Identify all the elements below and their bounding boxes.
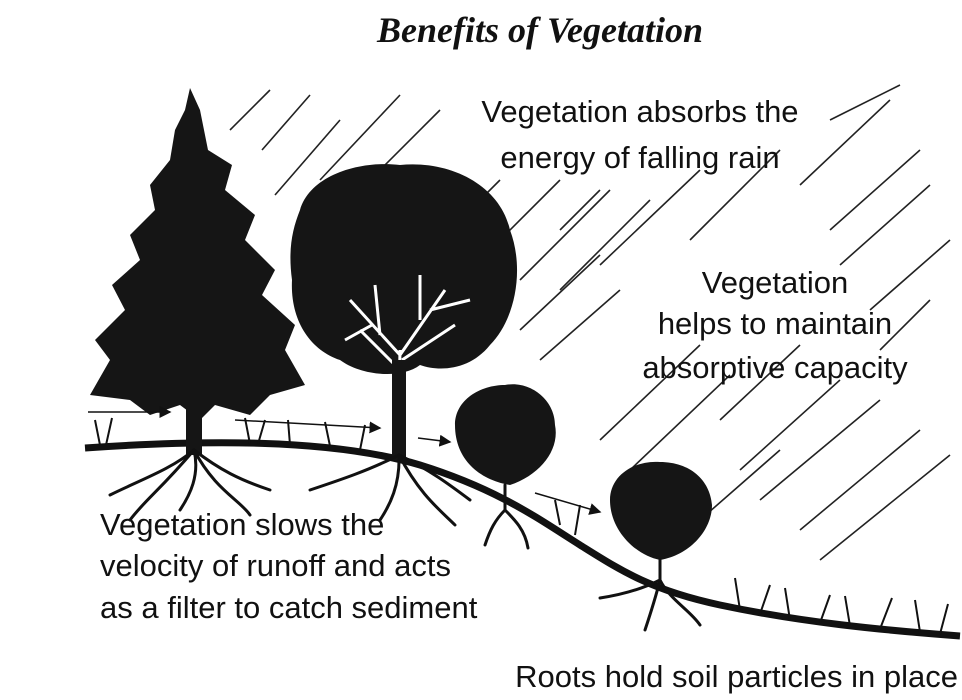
rain-streak [520,190,610,280]
rain-streak [230,90,270,130]
rain-streak [820,455,950,560]
annotation: energy of falling rain [500,140,779,175]
rain-streak [870,240,950,310]
annotation: velocity of runoff and acts [100,548,451,583]
annotation: Roots hold soil particles in place [515,659,958,694]
rain-streak [560,200,650,290]
page: Benefits of Vegetation Vegetation absorb… [0,0,962,700]
conifer-tree [90,88,305,455]
rain-streak [262,95,310,150]
annotation: Vegetation slows the [100,507,384,542]
annotation: as a filter to catch sediment [100,590,478,625]
rain-streak [760,400,880,500]
rain-streak [630,375,730,470]
rain-streak [380,110,440,170]
rain-streak [740,380,840,470]
rain-streak [830,150,920,230]
annotation: Vegetation [702,265,849,300]
annotation: Vegetation absorbs the [481,94,798,129]
title: Benefits of Vegetation [376,10,703,50]
rain-streak [700,450,780,520]
rain-streak [800,430,920,530]
rain-streak [830,85,900,120]
rain-streak [560,190,600,230]
annotation: helps to maintain [658,306,892,341]
rain-streak [840,185,930,265]
annotation: absorptive capacity [642,350,908,385]
diagram: Benefits of Vegetation Vegetation absorb… [0,0,962,700]
rain-streak [600,170,700,265]
